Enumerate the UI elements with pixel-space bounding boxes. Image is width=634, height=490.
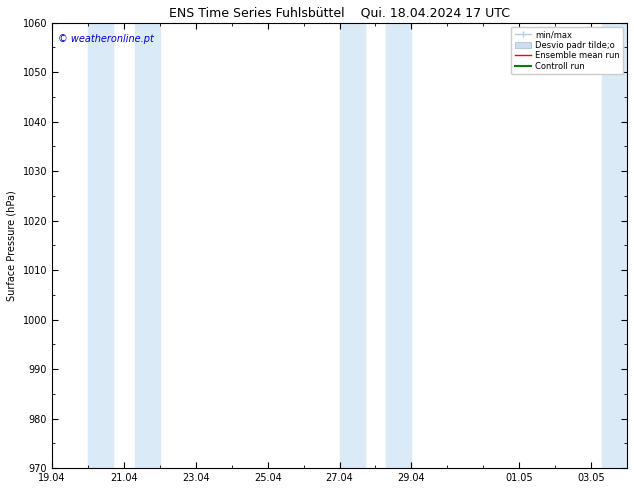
Bar [88, 23, 113, 468]
Text: © weatheronline.pt: © weatheronline.pt [58, 34, 153, 44]
Legend: min/max, Desvio padr tilde;o, Ensemble mean run, Controll run: min/max, Desvio padr tilde;o, Ensemble m… [512, 26, 623, 74]
Y-axis label: Surface Pressure (hPa): Surface Pressure (hPa) [7, 190, 17, 301]
Bar [386, 23, 411, 468]
Bar [134, 23, 160, 468]
Bar [602, 23, 627, 468]
Bar [340, 23, 365, 468]
Title: ENS Time Series Fuhlsbüttel    Qui. 18.04.2024 17 UTC: ENS Time Series Fuhlsbüttel Qui. 18.04.2… [169, 7, 510, 20]
